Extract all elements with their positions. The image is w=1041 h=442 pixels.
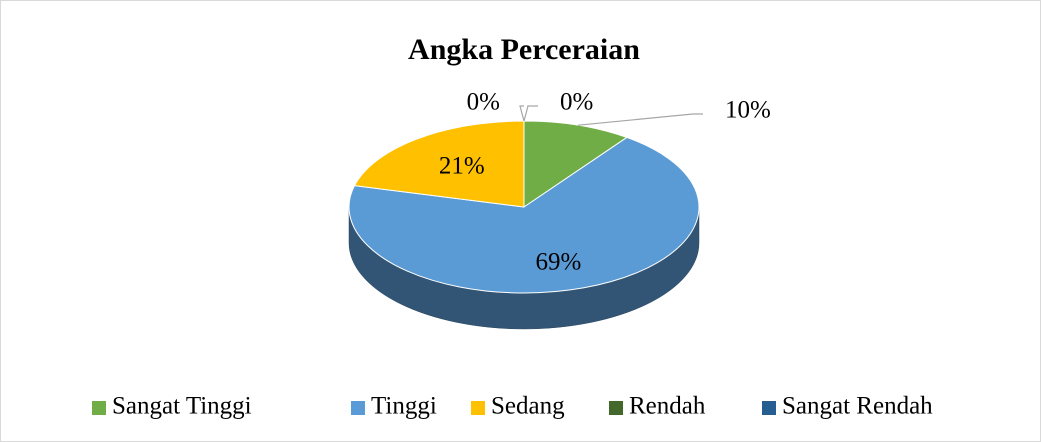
- legend-label: Sedang: [491, 393, 565, 420]
- chart-title: Angka Perceraian: [408, 33, 640, 66]
- leader-line: [519, 105, 525, 122]
- legend-swatch: [762, 401, 776, 415]
- legend-label: Rendah: [629, 393, 706, 420]
- leader-line: [523, 105, 538, 122]
- legend-label: Sangat Rendah: [782, 393, 933, 420]
- slice: [523, 120, 628, 208]
- leader-line: [578, 113, 703, 126]
- slice: [353, 120, 525, 208]
- data-label: 10%: [725, 97, 771, 124]
- legend-swatch: [351, 401, 365, 415]
- data-label: 21%: [439, 152, 485, 179]
- data-label: 69%: [535, 249, 581, 276]
- legend-swatch: [609, 401, 623, 415]
- data-label: 0%: [560, 89, 593, 116]
- data-label: 0%: [467, 89, 500, 116]
- legend-swatch: [92, 401, 106, 415]
- legend-label: Tinggi: [371, 393, 437, 420]
- legend-swatch: [471, 401, 485, 415]
- slice: [348, 136, 700, 294]
- legend-label: Sangat Tinggi: [112, 393, 252, 420]
